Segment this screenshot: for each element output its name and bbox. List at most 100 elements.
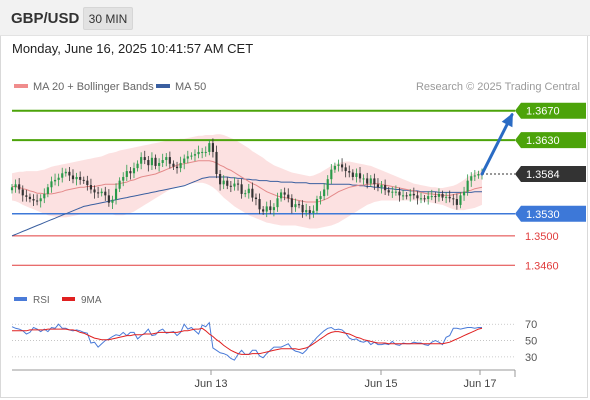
candle-body <box>391 191 394 193</box>
candle-body <box>290 198 293 208</box>
candle-body <box>337 164 340 166</box>
candle-body <box>416 195 419 199</box>
bollinger-band <box>12 134 482 229</box>
candle-body <box>308 210 311 214</box>
candle-body <box>179 162 182 169</box>
candle-body <box>280 192 283 199</box>
symbol-title: GBP/USD <box>11 10 80 27</box>
rsi-tick-label: 70 <box>525 319 537 331</box>
candle-body <box>129 171 132 174</box>
candle-body <box>240 184 243 194</box>
candle-body <box>294 204 297 208</box>
header-bar: GBP/USD 30 MIN <box>0 0 590 36</box>
ma50-line <box>11 176 482 237</box>
candle-body <box>283 192 286 195</box>
candle-body <box>437 193 441 197</box>
candle-body <box>75 176 78 180</box>
level-label-support: 1.3460 <box>525 260 559 272</box>
candle-body <box>215 151 218 175</box>
candle-body <box>412 193 415 196</box>
candle-body <box>387 190 390 193</box>
level-label-current: 1.3584 <box>526 169 560 181</box>
ma9-legend-label: 9MA <box>81 295 102 306</box>
candle-body <box>380 185 383 188</box>
candle-body <box>265 206 268 212</box>
candle-body <box>459 195 462 205</box>
candle-body <box>384 185 387 191</box>
ma20-legend-label: MA 20 + Bollinger Bands <box>33 81 154 93</box>
candle-body <box>251 188 254 198</box>
candle-body <box>427 196 430 200</box>
candle-body <box>333 165 336 170</box>
candle-body <box>161 160 164 163</box>
candle-body <box>445 196 448 198</box>
candle-body <box>186 156 189 159</box>
candle-body <box>222 180 225 185</box>
candle-body <box>287 194 290 199</box>
candle-body <box>369 178 372 184</box>
candle-body <box>276 198 279 208</box>
x-axis: Jun 13 Jun 15 Jun 17 <box>12 369 516 390</box>
candle-body <box>366 178 369 184</box>
candle-body <box>32 199 35 201</box>
candle-body <box>229 185 232 187</box>
candle-body <box>14 184 17 188</box>
candle-body <box>208 143 211 152</box>
candle-body <box>398 191 401 196</box>
candle-body <box>348 171 351 173</box>
candle-body <box>462 191 466 196</box>
rsi-panel: 70 50 30 <box>11 319 537 364</box>
candle-body <box>452 198 455 200</box>
candle-body <box>236 183 240 185</box>
level-label-resistance: 1.3670 <box>526 106 560 118</box>
candle-body <box>441 193 444 198</box>
candle-body <box>326 179 329 190</box>
candle-body <box>111 199 114 203</box>
candle-body <box>118 180 121 189</box>
candle-body <box>473 175 476 177</box>
candle-body <box>254 197 258 200</box>
candle-body <box>10 187 14 191</box>
rsi-legend-label: RSI <box>33 295 50 306</box>
x-tick-label: Jun 17 <box>463 378 496 390</box>
candle-body <box>165 157 168 161</box>
candle-body <box>419 198 423 200</box>
candle-body <box>394 191 397 193</box>
candle-body <box>341 164 344 168</box>
candle-body <box>470 176 473 181</box>
candle-body <box>351 172 354 177</box>
candle-body <box>150 157 153 166</box>
candle-body <box>423 198 426 200</box>
candle-body <box>401 195 405 197</box>
forecast-arrow <box>480 113 514 176</box>
candle-body <box>312 210 315 214</box>
level-tag-pivot <box>515 205 586 222</box>
interval-button[interactable]: 30 MIN <box>83 7 133 30</box>
candle-body <box>64 171 67 174</box>
candle-body <box>89 185 93 190</box>
candle-body <box>57 177 60 180</box>
rsi-ma9-line <box>12 327 483 355</box>
candle-body <box>97 192 100 194</box>
candle-body <box>147 160 150 166</box>
candle-body <box>107 195 110 203</box>
candle-body <box>21 189 24 196</box>
candle-body <box>355 173 358 177</box>
candle-body <box>125 171 128 177</box>
x-tick-label: Jun 15 <box>364 378 397 390</box>
candle-body <box>376 184 380 188</box>
candle-body <box>362 178 365 180</box>
ma50-legend-swatch <box>156 84 170 88</box>
candle-body <box>53 179 57 182</box>
candle-body <box>168 157 171 164</box>
candle-body <box>46 187 49 194</box>
candle-body <box>373 178 376 185</box>
level-label-resistance: 1.3630 <box>526 135 560 147</box>
x-tick-label: Jun 13 <box>194 378 227 390</box>
ma9-legend-swatch <box>62 297 75 301</box>
candle-body <box>269 206 272 211</box>
candle-body <box>219 174 222 185</box>
candle-body <box>466 180 469 192</box>
rsi-legend-swatch <box>14 297 27 301</box>
